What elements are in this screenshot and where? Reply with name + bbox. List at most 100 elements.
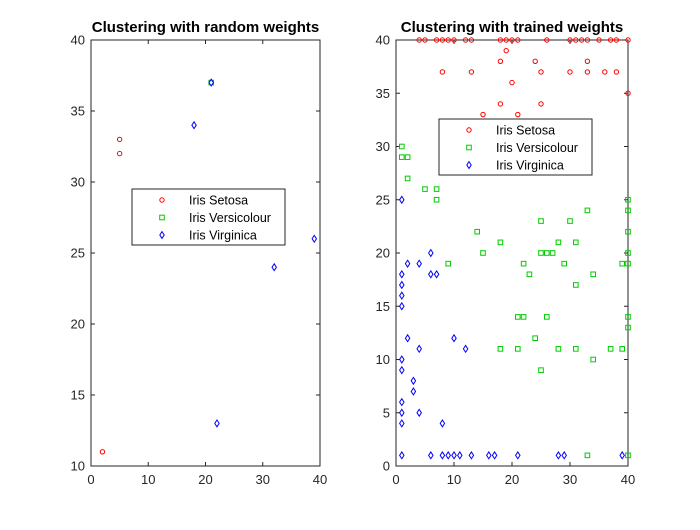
data-point [573, 239, 579, 246]
data-point [538, 69, 544, 75]
data-point [584, 58, 591, 64]
series-virginica [191, 78, 318, 428]
data-point [497, 101, 504, 107]
data-point [503, 37, 509, 43]
data-point [404, 154, 411, 160]
data-point [116, 150, 123, 157]
data-point [439, 69, 446, 75]
data-point [451, 37, 457, 43]
data-point [573, 282, 579, 288]
y-tick-label: 5 [383, 405, 390, 420]
y-tick-label: 15 [376, 299, 390, 314]
data-point [613, 69, 620, 75]
data-point [544, 314, 550, 320]
data-point [462, 37, 469, 43]
data-point [590, 356, 597, 363]
data-point [480, 250, 486, 256]
data-point [486, 451, 492, 460]
data-point [538, 218, 544, 224]
data-point [515, 37, 521, 43]
x-tick-label: 0 [392, 472, 399, 487]
data-point [422, 186, 428, 192]
legend-label-virginica: Iris Virginica [496, 159, 564, 173]
series-setosa [99, 136, 123, 455]
data-point [399, 408, 405, 418]
data-point [619, 346, 626, 352]
legend-marker-versicolour [159, 214, 165, 221]
data-point [613, 37, 620, 43]
data-point [596, 37, 602, 43]
y-tick-label: 30 [71, 175, 85, 190]
data-point [399, 355, 405, 364]
data-point [590, 271, 597, 278]
data-point [214, 419, 220, 428]
y-tick-label: 40 [71, 33, 85, 48]
data-point [625, 452, 631, 459]
y-tick-label: 25 [376, 192, 390, 207]
data-point [520, 314, 527, 320]
y-tick-label: 10 [376, 352, 390, 367]
legend-marker-setosa [159, 197, 165, 203]
legend: Iris Setosa Iris Versicolour Iris Virginic… [438, 118, 593, 176]
x-tick-label: 0 [87, 472, 94, 487]
data-point [480, 111, 486, 118]
data-point [474, 228, 480, 235]
legend-marker-virginica [466, 160, 472, 170]
y-tick-label: 10 [71, 459, 85, 474]
data-point [491, 451, 498, 460]
right-axes: 0 10 20 30 40 0 5 10 15 20 25 30 35 40 Clustering with… [376, 19, 636, 487]
data-point [538, 101, 544, 107]
legend-label-setosa: Iris Setosa [496, 124, 555, 138]
data-point [584, 452, 591, 459]
data-point [116, 136, 123, 143]
data-point [468, 451, 475, 460]
data-point [439, 37, 446, 43]
axes-box [90, 39, 321, 467]
data-point [573, 37, 579, 43]
data-point [399, 195, 405, 205]
data-point [555, 346, 562, 352]
axes-box [395, 39, 629, 467]
data-point [416, 344, 422, 354]
data-point [451, 451, 457, 460]
legend-label-versicolour: Iris Versicolour [189, 211, 271, 225]
data-point [191, 120, 197, 130]
data-point [416, 259, 422, 268]
data-point [457, 451, 463, 460]
data-point [509, 37, 515, 43]
data-point [625, 250, 631, 256]
data-point [433, 37, 440, 43]
data-point [584, 207, 591, 214]
y-tick-label: 40 [376, 33, 390, 48]
legend-marker-setosa [466, 127, 472, 133]
x-tick-label: 30 [563, 472, 577, 487]
y-tick-label: 20 [71, 317, 85, 332]
data-point [625, 37, 631, 43]
data-point [625, 314, 631, 320]
chart-title: Clustering with random weights [92, 19, 320, 36]
data-point [532, 58, 538, 64]
data-point [399, 291, 405, 300]
data-point [573, 346, 579, 352]
data-point [399, 419, 405, 428]
data-point [515, 346, 521, 352]
data-point [433, 196, 440, 203]
data-point [607, 37, 614, 43]
legend-box [438, 118, 593, 176]
series-versicolour [399, 143, 631, 459]
data-point [428, 248, 434, 258]
x-tick-label: 20 [198, 472, 212, 487]
data-point [538, 250, 544, 256]
x-tick-label: 20 [505, 472, 519, 487]
data-point [602, 69, 608, 75]
data-point [439, 451, 446, 460]
data-point [422, 37, 428, 43]
series-virginica [399, 195, 625, 460]
data-point [399, 397, 405, 407]
data-point [526, 271, 533, 278]
x-tick-label: 10 [447, 472, 461, 487]
data-point [497, 58, 504, 64]
y-tick-label: 30 [376, 139, 390, 154]
